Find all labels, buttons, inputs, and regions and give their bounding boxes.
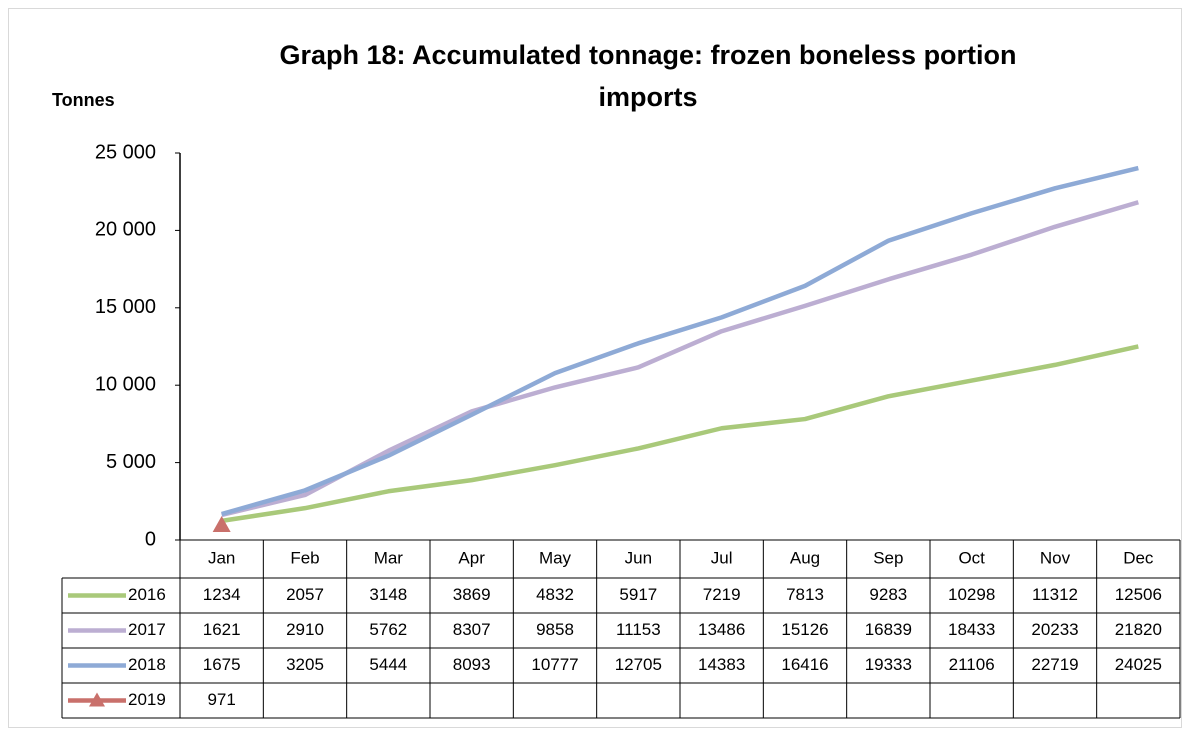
table-value: 21820 — [1115, 620, 1162, 639]
x-tick-label: Sep — [873, 548, 903, 567]
y-tick-label: 25 000 — [95, 141, 156, 163]
x-tick-label: Dec — [1123, 548, 1154, 567]
legend-marker — [89, 692, 105, 707]
y-tick-label: 10 000 — [95, 373, 156, 395]
table-value: 16416 — [781, 655, 828, 674]
legend-label: 2016 — [128, 585, 166, 604]
table-value: 1675 — [203, 655, 241, 674]
table-value: 20233 — [1031, 620, 1078, 639]
table-value: 18433 — [948, 620, 995, 639]
series-line — [221, 165, 1139, 517]
table-value: 12705 — [615, 655, 662, 674]
table-value: 11153 — [616, 620, 661, 639]
table-value: 11312 — [1032, 585, 1078, 604]
x-tick-label: Mar — [374, 548, 404, 567]
table-value: 3869 — [453, 585, 491, 604]
table-value: 1621 — [203, 620, 241, 639]
table-value: 14383 — [698, 655, 745, 674]
x-tick-label: May — [539, 548, 572, 567]
table-value: 5917 — [619, 585, 657, 604]
chart-frame — [8, 8, 1182, 728]
table-value: 3205 — [286, 655, 324, 674]
x-tick-label: Aug — [790, 548, 820, 567]
x-tick-label: Jun — [625, 548, 652, 567]
x-tick-label: Jul — [711, 548, 733, 567]
table-value: 8093 — [453, 655, 491, 674]
table-value: 16839 — [865, 620, 912, 639]
table-value: 9283 — [869, 585, 907, 604]
series-line — [221, 200, 1139, 518]
x-tick-label: Apr — [458, 548, 485, 567]
table-value: 5444 — [369, 655, 407, 674]
table-value: 4832 — [536, 585, 574, 604]
table-value: 9858 — [536, 620, 574, 639]
table-value: 2057 — [286, 585, 324, 604]
y-tick-label: 5 000 — [106, 451, 156, 473]
y-tick-label: 20 000 — [95, 219, 156, 241]
table-value: 7813 — [786, 585, 824, 604]
series-marker — [212, 515, 231, 532]
table-value: 5762 — [369, 620, 407, 639]
chart-title: Graph 18: Accumulated tonnage: frozen bo… — [279, 40, 1017, 112]
x-tick-label: Feb — [290, 548, 319, 567]
x-tick-label: Nov — [1040, 548, 1071, 567]
table-value: 7219 — [703, 585, 741, 604]
table-value: 19333 — [865, 655, 912, 674]
series-line — [221, 344, 1139, 524]
y-axis-label: Tonnes — [52, 90, 115, 110]
table-value: 13486 — [698, 620, 745, 639]
table-value: 24025 — [1115, 655, 1162, 674]
legend-label: 2019 — [128, 690, 166, 709]
table-value: 22719 — [1031, 655, 1078, 674]
table-value: 15126 — [781, 620, 828, 639]
x-tick-label: Jan — [208, 548, 235, 567]
table-value: 8307 — [453, 620, 491, 639]
legend-label: 2018 — [128, 655, 166, 674]
table-value: 2910 — [286, 620, 324, 639]
legend-label: 2017 — [128, 620, 166, 639]
x-tick-label: Oct — [958, 548, 985, 567]
y-tick-label: 15 000 — [95, 296, 156, 318]
table-value: 12506 — [1115, 585, 1162, 604]
table-value: 21106 — [949, 655, 995, 674]
table-value: 10298 — [948, 585, 995, 604]
table-value: 10777 — [531, 655, 578, 674]
table-value: 971 — [207, 690, 235, 709]
y-tick-label: 0 — [145, 528, 156, 550]
table-value: 1234 — [203, 585, 241, 604]
table-value: 3148 — [369, 585, 407, 604]
